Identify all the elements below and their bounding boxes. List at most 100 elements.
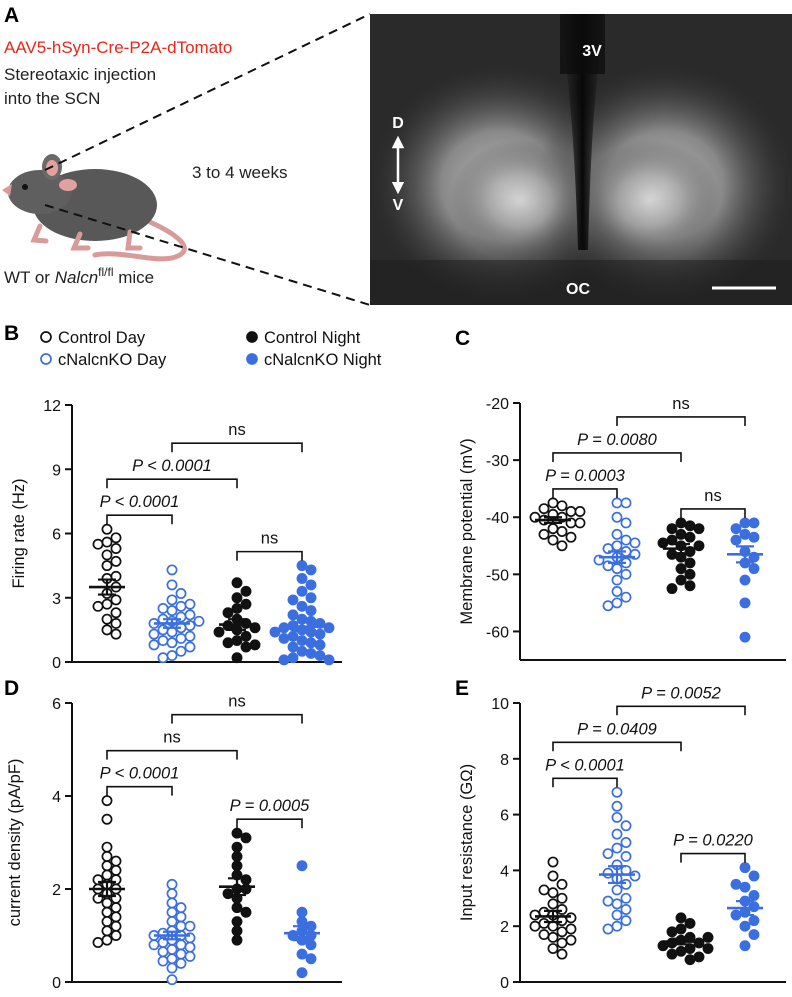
mouse-illustration xyxy=(2,154,187,262)
genotype-label: WT or Nalcnfl/fl mice xyxy=(4,265,154,287)
sem-bar xyxy=(608,865,626,885)
orientation-label: V xyxy=(393,197,404,214)
data-point xyxy=(240,906,252,918)
data-point xyxy=(739,574,751,586)
data-point xyxy=(249,639,261,651)
data-point xyxy=(166,897,178,909)
y-tick-label: 6 xyxy=(500,808,509,825)
data-point xyxy=(739,517,751,529)
data-point xyxy=(323,622,335,634)
data-point xyxy=(231,916,243,928)
sem-bar xyxy=(293,925,311,942)
data-point xyxy=(110,920,122,932)
data-point xyxy=(620,497,632,509)
data-point xyxy=(611,511,623,523)
comparison-label: ns xyxy=(228,421,245,439)
data-point xyxy=(748,563,760,575)
data-point xyxy=(547,497,559,509)
data-point xyxy=(175,632,187,644)
legend-label: Control Day xyxy=(58,329,146,347)
data-point xyxy=(184,630,196,642)
y-axis-title: current density (pA/pF) xyxy=(6,759,24,927)
data-point xyxy=(101,813,113,825)
legend-label: cNalcnKO Day xyxy=(58,351,167,369)
data-point xyxy=(611,586,623,597)
data-point xyxy=(296,600,308,612)
y-tick-label: -20 xyxy=(486,396,509,413)
comparison-bracket xyxy=(552,741,682,752)
comparison-label: P = 0.0080 xyxy=(577,431,657,449)
legend-marker xyxy=(246,353,258,365)
data-point xyxy=(611,786,623,798)
data-point xyxy=(184,950,196,962)
data-point xyxy=(166,650,178,662)
data-point xyxy=(611,898,623,910)
data-point xyxy=(620,568,632,580)
comparison-label: P = 0.0220 xyxy=(673,832,753,850)
data-point xyxy=(730,534,742,546)
data-point xyxy=(547,887,559,899)
y-tick-label: 4 xyxy=(500,863,509,880)
data-point xyxy=(110,532,122,544)
data-point xyxy=(110,855,122,867)
data-point xyxy=(110,864,122,876)
data-point xyxy=(602,600,614,612)
data-point xyxy=(231,860,243,872)
data-point xyxy=(602,923,614,935)
zoom-line xyxy=(44,13,371,171)
comparison-label: ns xyxy=(163,729,180,747)
comparison-label: P < 0.0001 xyxy=(100,493,180,511)
data-point xyxy=(175,588,187,599)
data-point xyxy=(296,560,308,572)
data-point xyxy=(305,939,317,951)
sem-bar xyxy=(736,899,754,917)
data-point xyxy=(166,916,178,928)
injection-line: into the SCN xyxy=(4,89,100,108)
data-point xyxy=(611,597,623,609)
data-point xyxy=(184,609,196,621)
comparison-bracket xyxy=(106,478,238,489)
data-point xyxy=(611,497,623,509)
sem-bar xyxy=(672,937,690,946)
comparison-label: P = 0.0003 xyxy=(545,467,625,485)
data-point xyxy=(529,909,541,921)
data-point xyxy=(702,943,714,954)
allele-superscript: fl/fl xyxy=(98,265,113,279)
sem-bar xyxy=(608,550,626,565)
data-point xyxy=(296,948,308,960)
data-point xyxy=(611,828,623,840)
data-point xyxy=(739,528,751,540)
data-point xyxy=(157,946,169,958)
data-point xyxy=(101,536,113,548)
data-point xyxy=(675,574,687,586)
y-tick-label: 12 xyxy=(43,398,61,415)
data-point xyxy=(231,827,243,839)
data-point xyxy=(620,820,632,832)
data-point xyxy=(231,925,243,937)
data-point xyxy=(684,520,696,532)
data-point xyxy=(748,915,760,927)
data-point xyxy=(305,953,317,965)
data-point xyxy=(666,523,678,535)
data-point xyxy=(110,911,122,923)
comparison-label: ns xyxy=(261,530,278,548)
data-point xyxy=(296,635,308,647)
duration-label: 3 to 4 weeks xyxy=(192,163,287,182)
data-point xyxy=(675,563,687,575)
sem-bar xyxy=(163,930,181,941)
data-point xyxy=(175,911,187,923)
data-point xyxy=(148,939,160,951)
data-point xyxy=(611,563,623,575)
y-tick-label: 6 xyxy=(52,527,61,544)
data-point xyxy=(314,639,326,651)
data-point xyxy=(166,906,178,918)
data-point xyxy=(748,929,760,941)
data-point xyxy=(193,615,205,627)
data-point xyxy=(287,641,299,653)
data-point xyxy=(538,929,550,941)
comparison-bracket xyxy=(552,452,682,462)
data-point xyxy=(620,915,632,927)
data-point xyxy=(101,598,113,610)
